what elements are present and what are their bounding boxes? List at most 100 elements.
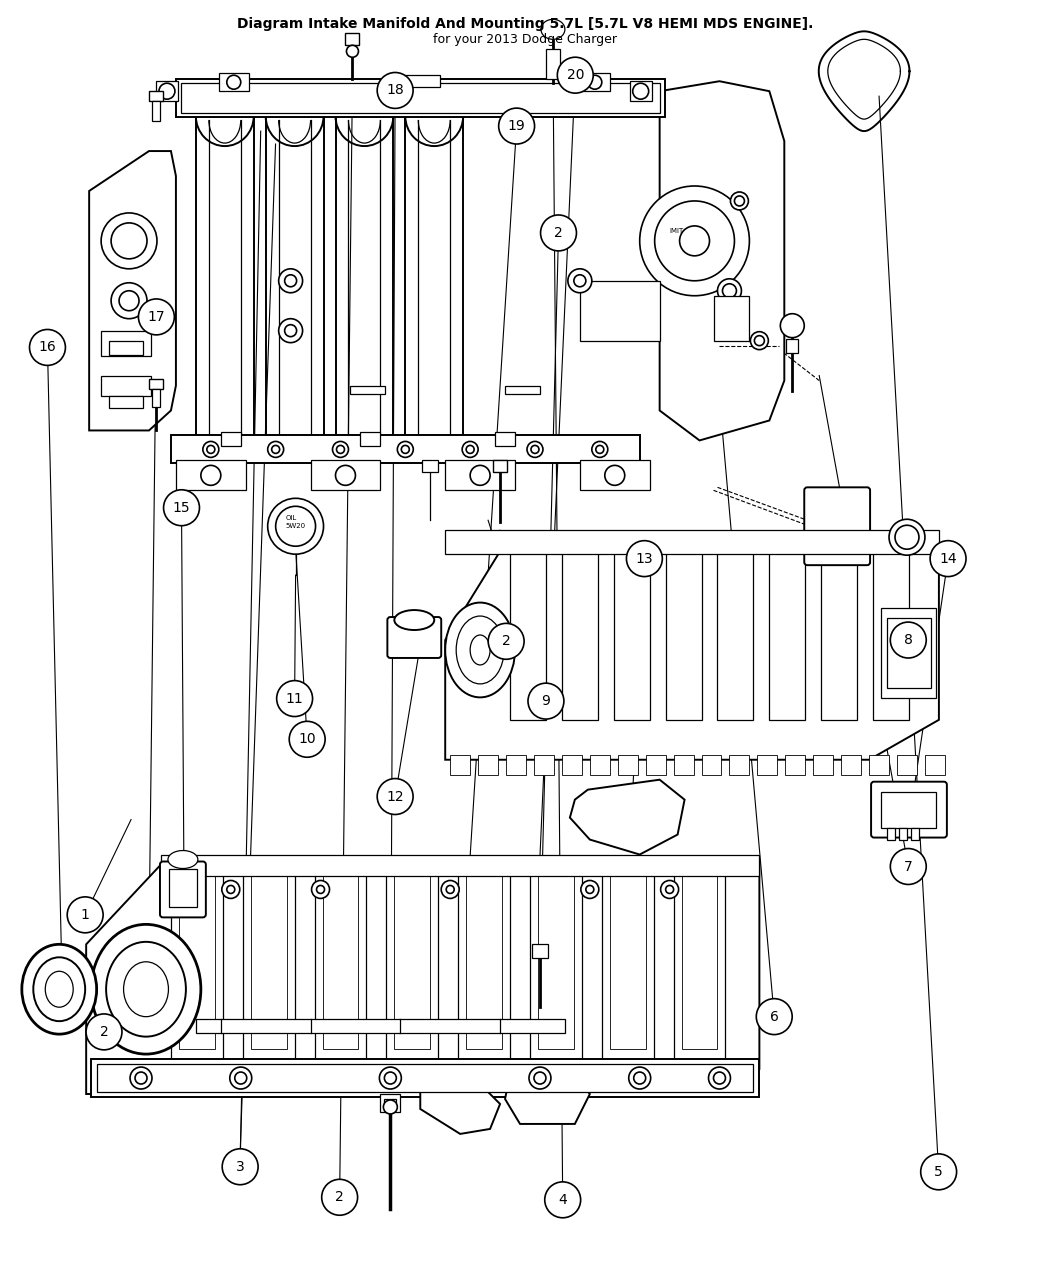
Circle shape (230, 1067, 252, 1089)
Circle shape (135, 1072, 147, 1084)
Circle shape (268, 499, 323, 555)
Bar (176, 460, 246, 491)
Polygon shape (315, 864, 366, 1060)
Circle shape (629, 1067, 651, 1089)
Text: Diagram Intake Manifold And Mounting 5.7L [5.7L V8 HEMI MDS ENGINE].: Diagram Intake Manifold And Mounting 5.7… (237, 18, 813, 32)
Bar (101, 376, 151, 395)
Circle shape (930, 541, 966, 576)
Circle shape (679, 226, 710, 256)
Bar (176, 79, 665, 117)
Bar (109, 395, 143, 408)
Bar (360, 432, 380, 446)
Circle shape (276, 506, 316, 546)
Polygon shape (925, 755, 945, 775)
Polygon shape (602, 864, 654, 1060)
Circle shape (101, 213, 158, 269)
Bar (181, 83, 659, 113)
Circle shape (714, 1072, 726, 1084)
Ellipse shape (168, 850, 197, 868)
Bar (311, 460, 380, 491)
Circle shape (29, 329, 65, 366)
Polygon shape (897, 755, 917, 775)
Circle shape (111, 223, 147, 259)
Circle shape (207, 445, 215, 454)
Circle shape (780, 314, 804, 338)
Text: 10: 10 (298, 732, 316, 746)
Circle shape (633, 83, 649, 99)
Bar (345, 33, 359, 46)
Circle shape (499, 108, 534, 144)
Bar (351, 385, 385, 394)
Polygon shape (570, 780, 685, 854)
Bar (505, 385, 540, 394)
Text: 6: 6 (770, 1010, 779, 1024)
Text: 9: 9 (542, 694, 550, 708)
Circle shape (201, 465, 220, 486)
Circle shape (545, 1182, 581, 1218)
Circle shape (203, 441, 218, 458)
Circle shape (67, 896, 103, 933)
Circle shape (605, 465, 625, 486)
Text: 1: 1 (81, 908, 89, 922)
Polygon shape (674, 864, 726, 1060)
Polygon shape (478, 755, 498, 775)
Circle shape (581, 881, 598, 899)
Circle shape (528, 683, 564, 719)
Polygon shape (420, 1084, 500, 1133)
Circle shape (285, 325, 296, 337)
Circle shape (889, 519, 925, 555)
Text: 16: 16 (39, 340, 57, 354)
Bar (546, 50, 560, 79)
Bar (496, 432, 516, 446)
Ellipse shape (541, 19, 565, 40)
Text: 2: 2 (502, 635, 510, 648)
Bar (218, 73, 249, 92)
Bar (422, 460, 438, 472)
Circle shape (346, 46, 358, 57)
Bar (152, 389, 160, 407)
Ellipse shape (124, 961, 168, 1016)
Circle shape (278, 269, 302, 293)
Circle shape (921, 1154, 957, 1190)
Text: 2: 2 (100, 1025, 108, 1039)
Circle shape (86, 1014, 122, 1049)
Text: 7: 7 (904, 859, 912, 873)
Bar (881, 792, 936, 827)
Circle shape (321, 1179, 358, 1215)
Text: 2: 2 (554, 226, 563, 240)
Circle shape (627, 541, 663, 576)
Text: 17: 17 (148, 310, 165, 324)
Polygon shape (562, 755, 582, 775)
Ellipse shape (445, 603, 516, 697)
Circle shape (285, 275, 296, 287)
Circle shape (529, 1067, 551, 1089)
Polygon shape (674, 755, 694, 775)
Polygon shape (821, 536, 857, 720)
Circle shape (717, 279, 741, 302)
FancyBboxPatch shape (160, 862, 206, 918)
Bar (580, 73, 610, 92)
Text: 11: 11 (286, 691, 303, 705)
Circle shape (751, 332, 769, 349)
Bar (380, 1094, 400, 1112)
Polygon shape (86, 864, 759, 1094)
Ellipse shape (106, 942, 186, 1037)
Bar (532, 945, 548, 959)
Circle shape (466, 445, 475, 454)
Circle shape (592, 441, 608, 458)
Polygon shape (450, 755, 470, 775)
Text: 3: 3 (236, 1160, 245, 1174)
Circle shape (272, 445, 279, 454)
Bar (98, 1065, 754, 1091)
Polygon shape (466, 875, 502, 1049)
Bar (494, 460, 507, 472)
Circle shape (336, 465, 356, 486)
Bar (196, 1019, 565, 1033)
Text: 8: 8 (904, 634, 912, 646)
Polygon shape (506, 755, 526, 775)
Circle shape (660, 881, 678, 899)
Circle shape (895, 525, 919, 550)
Circle shape (488, 623, 524, 659)
Bar (169, 870, 196, 908)
Bar (887, 618, 931, 688)
